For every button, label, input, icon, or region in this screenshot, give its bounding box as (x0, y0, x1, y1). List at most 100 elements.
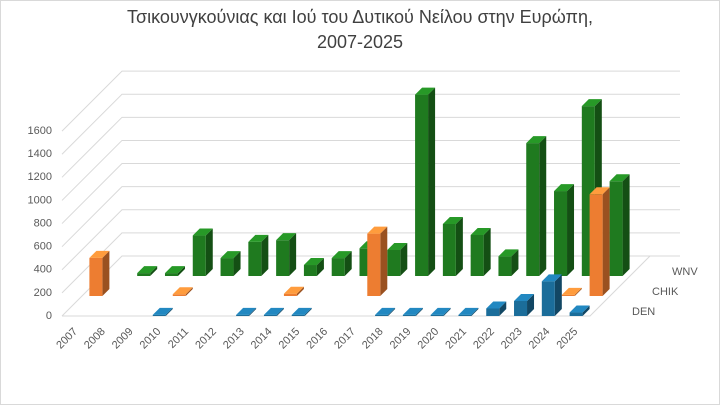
y-tick-label: 400 (34, 264, 52, 276)
bar-side (511, 249, 519, 276)
bar-top (220, 251, 241, 259)
bar-side (567, 184, 575, 276)
bar (236, 314, 250, 316)
bar-top (375, 307, 396, 315)
bar-side (165, 307, 173, 316)
bar (331, 258, 345, 276)
bar-side (499, 301, 507, 316)
y-tick-label: 800 (34, 217, 52, 229)
grid-line (61, 209, 680, 271)
chart-title: Τσικουνγκούνιας και Ιού του Δυτικού Νείλ… (127, 7, 593, 27)
bar (609, 181, 623, 276)
bar-top (164, 266, 185, 274)
bar-top (263, 307, 284, 315)
bar-side (428, 87, 436, 276)
bar-top (387, 243, 408, 250)
bar-side (233, 251, 241, 276)
bar-side (249, 307, 257, 316)
bar (415, 94, 429, 276)
bar-side (539, 136, 547, 276)
bar-side (304, 307, 312, 316)
bar-side (471, 307, 479, 316)
bar (569, 312, 583, 316)
bar (248, 241, 262, 276)
bar (442, 224, 456, 276)
bar-top (581, 99, 602, 107)
bar-top (331, 251, 352, 259)
bar (276, 240, 290, 276)
bar (498, 256, 512, 276)
y-tick-label: 200 (34, 287, 52, 299)
bar-side (527, 293, 535, 316)
bar-top (283, 286, 304, 294)
bar-top (152, 307, 173, 315)
chart-title: 2007-2025 (317, 32, 403, 52)
bar (387, 250, 401, 276)
bar (283, 293, 297, 296)
bar (554, 191, 568, 276)
bar-top (415, 87, 436, 95)
bar-side (582, 305, 590, 316)
grid-line (61, 255, 680, 317)
series-label: DEN (632, 306, 655, 318)
bar-side (205, 228, 213, 276)
bar (486, 308, 500, 316)
bar-side (296, 286, 304, 296)
y-tick-label: 600 (34, 241, 52, 253)
bar-side (276, 307, 284, 316)
bar-top (367, 226, 388, 234)
bar-side (483, 227, 491, 276)
bar-top (137, 266, 158, 274)
grid-line (61, 139, 680, 201)
bar-side (344, 251, 352, 276)
bar (303, 265, 317, 276)
y-tick-label: 1600 (28, 125, 52, 137)
bar-side (574, 287, 582, 296)
bar-top (486, 301, 507, 309)
bar-top (89, 250, 110, 258)
bar-side (415, 307, 423, 316)
bar (152, 314, 166, 316)
bar-top (526, 136, 547, 144)
bar-top (554, 184, 575, 192)
bar (541, 281, 555, 316)
bar (589, 194, 603, 296)
bar-top (303, 258, 324, 266)
bar-side (400, 243, 408, 276)
bar (561, 294, 575, 296)
bar (470, 234, 484, 276)
bar-side (150, 266, 158, 276)
bar (291, 314, 305, 316)
bar-top (430, 307, 451, 315)
bar-side (388, 307, 396, 316)
bar-top (498, 249, 519, 257)
bar-top (291, 307, 312, 315)
bar-top (442, 217, 463, 224)
series-label: WNV (672, 266, 698, 278)
bar-top (192, 228, 213, 236)
bar (172, 294, 186, 296)
bar-top (569, 305, 590, 313)
bar (430, 314, 444, 316)
bar (263, 314, 277, 316)
y-tick-label: 1200 (28, 171, 52, 183)
bar (458, 314, 472, 316)
bar-top (589, 187, 610, 195)
bar (367, 233, 381, 296)
bar (89, 257, 103, 296)
bar-side (185, 287, 193, 296)
bar-side (443, 307, 451, 316)
bar-top (514, 293, 535, 301)
bar-side (455, 217, 463, 276)
grid-line (61, 116, 680, 178)
bar (164, 273, 178, 276)
bar-top (561, 287, 582, 295)
bar (526, 143, 540, 276)
bar (220, 258, 234, 276)
bar-top (248, 234, 269, 242)
grid-line (61, 163, 680, 224)
y-tick-label: 1400 (28, 148, 52, 160)
bar-side (380, 226, 388, 296)
bar-top (541, 274, 562, 282)
